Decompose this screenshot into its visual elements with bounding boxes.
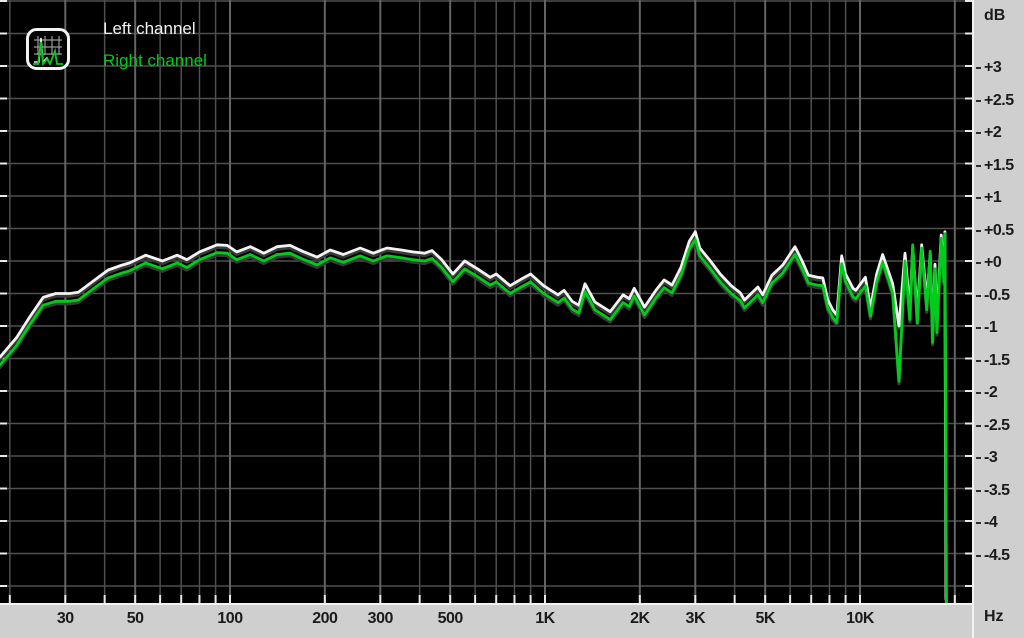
y-axis-tickmark <box>976 262 981 264</box>
y-axis-tickmark <box>976 99 981 102</box>
y-axis-tickmark <box>976 197 981 199</box>
y-axis-tick-label: -1.5 <box>984 351 1010 369</box>
y-axis-tick-label: -1 <box>984 319 998 336</box>
y-axis-tickmark <box>976 392 981 394</box>
x-axis-tick-label: 2K <box>630 610 650 627</box>
y-axis-tick-label: -3.5 <box>984 481 1010 499</box>
y-axis-tick-label: +2 <box>984 124 1002 141</box>
y-axis-tickmark <box>976 229 981 232</box>
legend-left-channel-label: Left channel <box>103 19 196 38</box>
y-axis-tick-label: -2.5 <box>984 416 1010 434</box>
y-axis-tickmark <box>976 67 981 69</box>
y-axis-tick-label: -0.5 <box>984 286 1010 304</box>
y-axis-tick-label: +2.5 <box>984 91 1014 109</box>
x-axis-tick-label: 3K <box>685 610 706 627</box>
x-axis-tick-label: 1K <box>535 610 555 627</box>
channel-curve <box>0 230 948 601</box>
x-axis-tick-label: 10K <box>846 610 874 627</box>
y-axis-tickmark <box>976 359 981 362</box>
y-axis-tick-label: +0.5 <box>984 221 1014 239</box>
y-axis-tickmark <box>976 327 981 329</box>
y-axis-tick-label: +1 <box>984 189 1002 206</box>
y-axis-tick-label: +3 <box>984 59 1002 76</box>
y-axis-tickmark <box>976 489 981 492</box>
y-axis-strip: dB Hz +3 +2.5 +2 +1.5 +1 +0.5 +0 -0.5 -1 -1.5 -2 -2… <box>972 0 1024 638</box>
x-axis-unit-label: Hz <box>984 608 1004 625</box>
y-axis-tick-label: -4 <box>984 514 998 531</box>
spectrum-icon <box>26 28 70 70</box>
x-axis-tick-label: 30 <box>56 610 74 627</box>
y-axis-tickmark <box>976 554 981 557</box>
y-axis-tick-label: -3 <box>984 449 998 466</box>
x-axis-tick-label: 100 <box>217 610 243 627</box>
x-axis-tick-label: 500 <box>437 610 464 627</box>
x-axis-tick-label: 50 <box>126 610 144 627</box>
y-axis-tickmark <box>976 294 981 297</box>
y-axis-tickmark <box>976 522 981 524</box>
channel-curve <box>0 234 948 603</box>
y-axis-tick-label: +1.5 <box>984 156 1014 174</box>
legend-right-channel-label: Right channel <box>103 51 207 70</box>
chart-plot-area <box>0 0 972 603</box>
x-axis-tick-label: 200 <box>312 610 338 627</box>
y-axis-unit-label: dB <box>984 7 1006 24</box>
y-axis-tickmark <box>976 457 981 459</box>
y-axis-tick-label: -4.5 <box>984 546 1010 564</box>
x-axis-strip: 30 50 100 200 300 500 1K 2K 3K 5K 10K <box>0 603 972 638</box>
y-axis-tickmark <box>976 132 981 134</box>
x-axis-tick-label: 5K <box>755 610 775 627</box>
channel-curve <box>0 232 948 603</box>
x-axis-tick-label: 300 <box>367 610 394 627</box>
y-axis-tickmark <box>976 164 981 167</box>
y-axis-tick-label: -2 <box>984 384 998 401</box>
channel-curve <box>0 232 948 603</box>
y-axis-tickmark <box>976 424 981 427</box>
y-axis-tick-label: +0 <box>984 254 1002 271</box>
